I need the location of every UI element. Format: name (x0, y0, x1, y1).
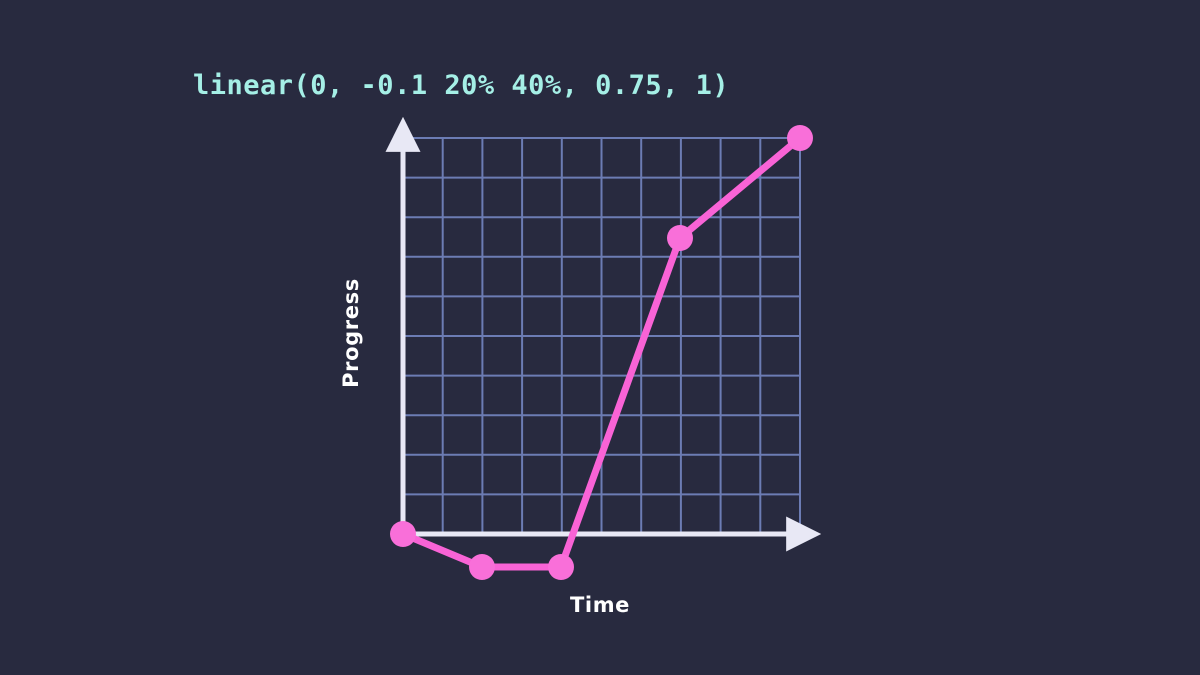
curve-group (390, 125, 813, 580)
curve-point-marker (548, 554, 574, 580)
x-axis-label: Time (570, 593, 630, 617)
chart-title: linear(0, -0.1 20% 40%, 0.75, 1) (193, 70, 729, 101)
axes-group (385, 116, 822, 552)
y-axis-label: Progress (339, 278, 363, 388)
curve-point-marker (469, 554, 495, 580)
curve-point-marker (787, 125, 813, 151)
curve-point-marker (667, 225, 693, 251)
curve-point-marker (390, 521, 416, 547)
